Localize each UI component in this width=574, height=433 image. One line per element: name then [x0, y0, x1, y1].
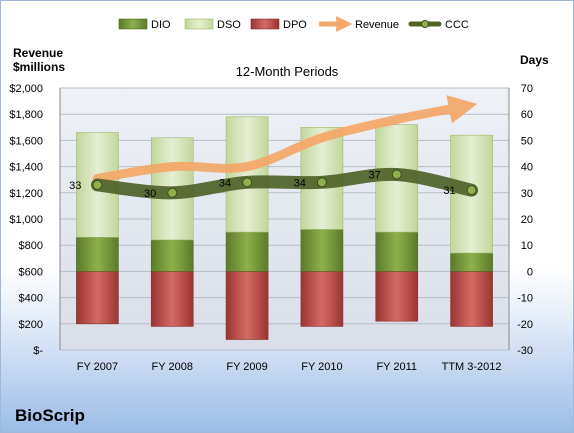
category-axis-ticks: FY 2007 FY 2008 FY 2009 FY 2010 FY 2011 TTM 3… — [77, 361, 502, 373]
category-label: FY 2008 — [152, 361, 193, 373]
right-tick-label: 70 — [521, 83, 533, 95]
bar-dpo — [375, 271, 419, 322]
bar-dio — [375, 231, 419, 272]
revenue-line — [92, 95, 478, 183]
legend-ccc-point — [421, 20, 429, 28]
ccc-data-label: 30 — [144, 188, 156, 200]
ccc-point — [242, 177, 253, 188]
left-tick-label: $1,800 — [9, 109, 43, 121]
left-tick-label: $1,000 — [9, 214, 43, 226]
bar-dpo — [225, 271, 269, 340]
company-name: BioScrip — [15, 406, 85, 425]
ccc-point — [167, 187, 178, 198]
bar-dio — [450, 252, 493, 272]
left-tick-label: $1,400 — [9, 162, 43, 174]
right-tick-label: 10 — [521, 240, 533, 252]
legend-swatch — [184, 18, 214, 30]
left-tick-label: $800 — [19, 240, 43, 252]
right-tick-label: 30 — [521, 188, 533, 200]
bar-dpo — [450, 271, 493, 327]
left-tick-label: $400 — [19, 293, 43, 305]
right-tick-label: -10 — [517, 293, 533, 305]
legend: DIO DSO DPO Revenue CCC — [118, 15, 469, 33]
left-axis-title-line2: $millions — [13, 60, 65, 74]
right-tick-label: 50 — [521, 135, 533, 147]
category-label: FY 2007 — [77, 361, 118, 373]
ccc-data-label: 31 — [443, 185, 455, 197]
legend-label: CCC — [445, 19, 469, 31]
legend-swatch — [118, 18, 148, 30]
bar-dio — [76, 237, 119, 272]
bars — [76, 116, 493, 340]
left-axis-ticks: $- $200 $400 $600 $800 $1,000 $1,200 $1,400 $1,6… — [9, 83, 43, 357]
legend-swatch — [250, 18, 280, 30]
right-tick-label: 0 — [527, 266, 533, 278]
ccc-line — [90, 167, 479, 200]
lines: 33 30 34 34 37 31 — [69, 95, 479, 200]
left-tick-label: $200 — [19, 319, 43, 331]
category-label: FY 2010 — [301, 361, 342, 373]
right-tick-label: -20 — [517, 319, 533, 331]
legend-label: DIO — [151, 19, 171, 31]
chart-title: 12-Month Periods — [236, 64, 339, 79]
bar-dpo — [76, 271, 119, 325]
ccc-point — [391, 169, 402, 180]
ccc-data-label: 34 — [294, 177, 306, 189]
left-tick-label: $1,600 — [9, 135, 43, 147]
right-tick-label: 60 — [521, 109, 533, 121]
category-label: FY 2009 — [226, 361, 267, 373]
legend-label: Revenue — [355, 19, 399, 31]
left-axis-title-line1: Revenue — [13, 46, 63, 60]
right-tick-label: 40 — [521, 162, 533, 174]
ccc-data-label: 33 — [69, 180, 81, 192]
right-tick-label: -30 — [517, 345, 533, 357]
left-tick-label: $600 — [19, 266, 43, 278]
left-tick-label: $- — [33, 345, 43, 357]
right-tick-label: 20 — [521, 214, 533, 226]
left-tick-label: $2,000 — [9, 83, 43, 95]
legend-label: DSO — [217, 19, 241, 31]
ccc-data-label: 37 — [369, 169, 381, 181]
bar-dio — [150, 239, 194, 272]
bar-dpo — [150, 271, 194, 327]
bar-dio — [225, 231, 269, 272]
right-axis-title: Days — [520, 53, 549, 67]
left-tick-label: $1,200 — [9, 188, 43, 200]
category-label: TTM 3-2012 — [442, 361, 502, 373]
legend-label: DPO — [283, 19, 307, 31]
category-label: FY 2011 — [376, 361, 417, 373]
bar-dio — [300, 229, 344, 272]
ccc-point — [92, 179, 103, 190]
bar-dso — [225, 116, 269, 233]
right-axis-ticks: -30 -20 -10 0 10 20 30 40 50 60 70 — [517, 83, 533, 357]
ccc-data-label: 34 — [219, 177, 231, 189]
bar-dpo — [300, 271, 344, 327]
ccc-point — [466, 185, 477, 196]
ccc-point — [316, 177, 327, 188]
